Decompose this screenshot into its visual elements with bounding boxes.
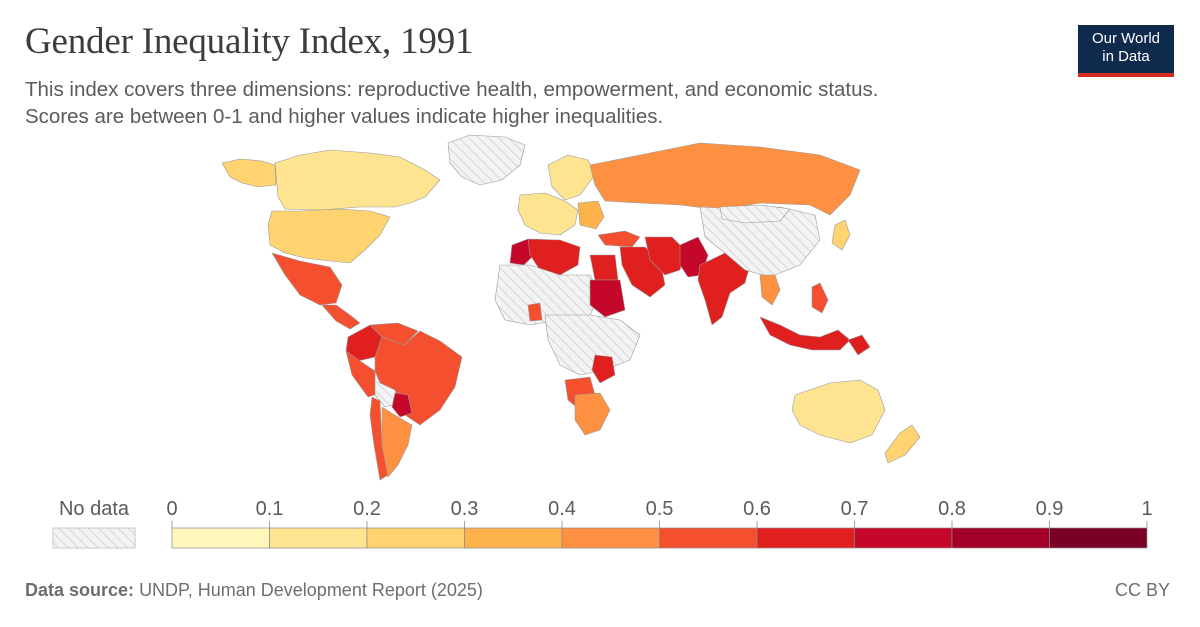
region-mongolia[interactable]	[719, 204, 791, 224]
region-chile[interactable]	[369, 396, 389, 481]
legend-tick-label: 1	[1141, 498, 1152, 520]
region-eastern-europe[interactable]	[577, 200, 605, 230]
region-australia[interactable]	[791, 379, 886, 444]
region-turkey[interactable]	[597, 230, 641, 248]
legend-bin-4[interactable]	[561, 527, 660, 549]
subtitle-line-2: Scores are between 0-1 and higher values…	[25, 105, 664, 128]
license: CC BY	[1114, 580, 1170, 600]
data-source: Data source: UNDP, Human Development Rep…	[25, 580, 483, 601]
legend-tick-label: 0.3	[451, 498, 479, 520]
region-central-america[interactable]	[321, 304, 361, 330]
chart-subtitle: This index covers three dimensions: repr…	[25, 76, 1035, 130]
legend-bin-6[interactable]	[756, 527, 855, 549]
region-philippines[interactable]	[811, 282, 829, 314]
legend-tick-label: 0.9	[1036, 498, 1064, 520]
region-canada[interactable]	[274, 149, 441, 211]
region-southeast-asia[interactable]	[759, 274, 781, 306]
legend-bin-0[interactable]	[171, 527, 270, 549]
legend-tick-label: 0	[166, 498, 177, 520]
region-japan[interactable]	[831, 219, 851, 251]
world-map	[221, 134, 921, 481]
region-central-africa[interactable]	[544, 314, 641, 376]
legend-bin-8[interactable]	[951, 527, 1050, 549]
subtitle-line-1: This index covers three dimensions: repr…	[25, 78, 879, 101]
region-ghana[interactable]	[527, 302, 543, 322]
legend-bin-5[interactable]	[659, 527, 758, 549]
color-legend: No data 0 0.1 0.2 0.3 0.4 0.5 0.6 0.7 0.8 0.9 1	[52, 498, 1153, 549]
region-venezuela[interactable]	[369, 322, 419, 346]
region-alaska[interactable]	[221, 158, 277, 188]
logo-line-2: in Data	[1102, 48, 1150, 65]
logo-line-1: Our World	[1091, 30, 1161, 47]
legend-tick-label: 0.2	[353, 498, 381, 520]
legend-tick-label: 0.7	[841, 498, 869, 520]
legend-tick-label: 0.5	[646, 498, 674, 520]
region-usa[interactable]	[267, 208, 391, 264]
region-indonesia[interactable]	[759, 316, 851, 351]
legend-tick-label: 0.1	[256, 498, 284, 520]
legend-bin-1[interactable]	[269, 527, 368, 549]
region-new-zealand[interactable]	[884, 424, 921, 464]
region-russia[interactable]	[589, 142, 861, 216]
region-mozambique-region[interactable]	[591, 354, 616, 384]
region-paraguay[interactable]	[391, 392, 413, 418]
data-source-text: UNDP, Human Development Report (2025)	[139, 580, 483, 600]
legend-tick-label: 0.8	[938, 498, 966, 520]
region-greenland[interactable]	[447, 134, 526, 186]
legend-tick-label: 0.4	[548, 498, 576, 520]
region-iran[interactable]	[644, 236, 686, 276]
data-source-label: Data source:	[25, 580, 135, 600]
legend-bin-2[interactable]	[366, 527, 465, 549]
region-south-africa[interactable]	[574, 392, 611, 436]
region-mexico[interactable]	[271, 252, 343, 306]
legend-no-data-label: No data	[59, 498, 130, 520]
chart-title: Gender Inequality Index, 1991	[25, 21, 474, 62]
legend-bin-9[interactable]	[1049, 527, 1148, 549]
legend-no-data-swatch	[52, 527, 136, 549]
legend-bin-3[interactable]	[464, 527, 563, 549]
region-scandinavia[interactable]	[547, 154, 596, 201]
legend-tick-label: 0.6	[743, 498, 771, 520]
region-sudan[interactable]	[589, 279, 626, 318]
region-algeria[interactable]	[527, 238, 581, 276]
legend-bin-7[interactable]	[854, 527, 953, 549]
region-egypt[interactable]	[589, 254, 619, 281]
region-argentina[interactable]	[381, 406, 413, 478]
owid-logo[interactable]: Our World in Data	[1078, 25, 1174, 77]
region-papua[interactable]	[847, 334, 871, 356]
region-western-europe[interactable]	[517, 192, 579, 236]
